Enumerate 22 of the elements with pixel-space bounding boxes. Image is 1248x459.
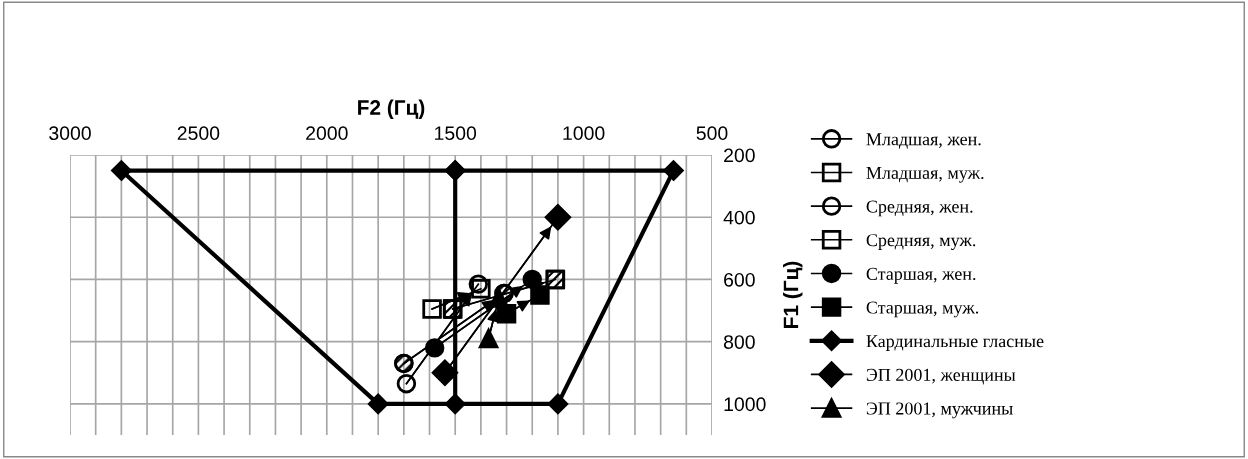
legend-label: Средняя, муж. (866, 234, 976, 251)
y-axis-title: F1 (Гц) (783, 261, 803, 328)
x-tick-label: 2000 (306, 126, 348, 141)
y-tick-label: 200 (724, 148, 755, 163)
x-tick-label: 1500 (435, 126, 477, 141)
x-tick-label: 2500 (177, 126, 220, 141)
legend-label: Старшая, жен. (866, 267, 976, 284)
legend-label: Средняя, жен. (866, 200, 973, 217)
y-tick-label: 400 (723, 210, 755, 225)
x-tick-label: 500 (696, 126, 728, 141)
x-axis-title: F2 (Гц) (358, 99, 425, 119)
legend-label: ЭП 2001, женщины (866, 368, 1016, 385)
legend-label: Младшая, жен. (866, 133, 981, 149)
legend-label: Младшая, муж. (866, 166, 984, 183)
y-tick-label: 1000 (724, 397, 766, 412)
y-tick-label: 600 (724, 272, 755, 287)
legend-label: ЭП 2001, мужчины (866, 402, 1013, 419)
x-tick-label: 1000 (563, 126, 605, 141)
legend-label: Старшая, муж. (866, 301, 979, 318)
y-tick-label: 800 (723, 335, 755, 349)
x-tick-label: 3000 (49, 126, 91, 141)
legend-label: Кардинальные гласные (866, 335, 1044, 351)
